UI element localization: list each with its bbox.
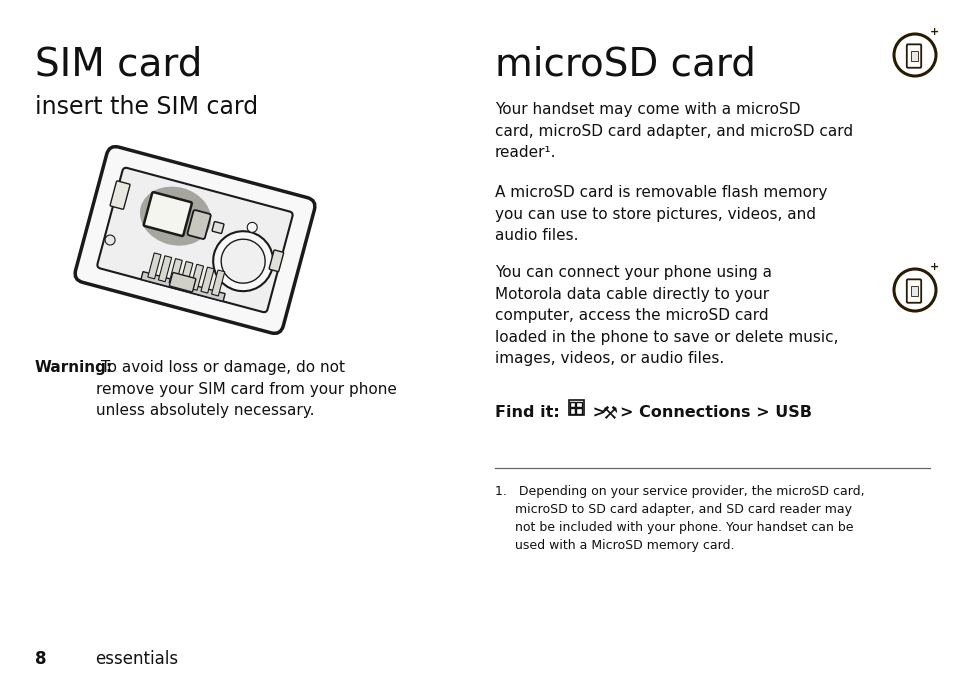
FancyBboxPatch shape <box>97 168 293 312</box>
FancyBboxPatch shape <box>144 192 192 236</box>
Text: Your handset may come with a microSD
card, microSD card adapter, and microSD car: Your handset may come with a microSD car… <box>495 102 852 160</box>
Text: microSD card: microSD card <box>495 45 755 83</box>
Bar <box>569 408 575 414</box>
FancyBboxPatch shape <box>269 250 283 271</box>
Circle shape <box>893 269 935 311</box>
Text: 8: 8 <box>35 650 47 668</box>
Circle shape <box>105 235 115 245</box>
Bar <box>190 264 203 290</box>
FancyBboxPatch shape <box>188 210 211 239</box>
Bar <box>179 261 193 288</box>
Text: To avoid loss or damage, do not
remove your SIM card from your phone
unless abso: To avoid loss or damage, do not remove y… <box>96 360 396 418</box>
Circle shape <box>221 239 265 283</box>
Bar <box>169 259 182 284</box>
FancyBboxPatch shape <box>75 147 314 333</box>
Text: A microSD card is removable flash memory
you can use to store pictures, videos, : A microSD card is removable flash memory… <box>495 185 826 243</box>
Text: You can connect your phone using a
Motorola data cable directly to your
computer: You can connect your phone using a Motor… <box>495 265 838 366</box>
Text: > Connections > USB: > Connections > USB <box>619 405 811 420</box>
Circle shape <box>893 34 935 76</box>
FancyBboxPatch shape <box>906 45 921 68</box>
Bar <box>576 401 581 407</box>
Text: +: + <box>929 27 939 37</box>
Text: >: > <box>586 405 611 420</box>
FancyBboxPatch shape <box>110 181 130 209</box>
Bar <box>569 401 575 407</box>
Text: SIM card: SIM card <box>35 45 202 83</box>
Bar <box>212 270 225 296</box>
FancyBboxPatch shape <box>906 280 921 303</box>
Bar <box>158 256 172 282</box>
Bar <box>910 286 917 297</box>
Circle shape <box>247 222 257 232</box>
Circle shape <box>213 231 273 291</box>
Bar <box>141 271 225 301</box>
Bar <box>568 399 583 414</box>
Text: ⚒: ⚒ <box>600 405 617 423</box>
Bar <box>148 253 161 279</box>
Text: Warning:: Warning: <box>35 360 113 375</box>
FancyBboxPatch shape <box>170 273 195 292</box>
Text: 1.   Depending on your service provider, the microSD card,
     microSD to SD ca: 1. Depending on your service provider, t… <box>495 485 863 552</box>
Bar <box>910 51 917 62</box>
Bar <box>576 408 581 414</box>
Bar <box>201 267 213 293</box>
FancyBboxPatch shape <box>212 221 224 234</box>
Text: insert the SIM card: insert the SIM card <box>35 95 258 119</box>
Text: +: + <box>929 262 939 272</box>
Text: essentials: essentials <box>95 650 178 668</box>
Ellipse shape <box>140 187 211 246</box>
Text: Find it:: Find it: <box>495 405 559 420</box>
